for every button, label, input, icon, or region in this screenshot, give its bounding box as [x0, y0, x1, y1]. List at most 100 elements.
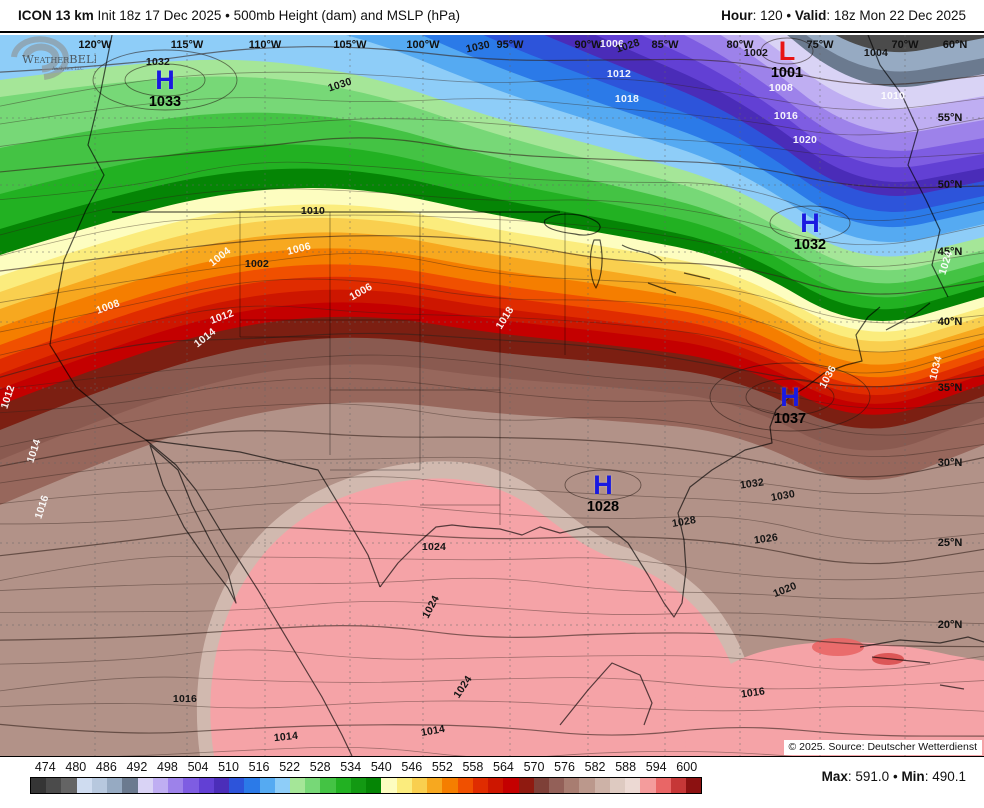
- colorbar-cell: [122, 778, 138, 793]
- colorbar-cell: [625, 778, 641, 793]
- high-pressure-marker: H 1037: [773, 381, 807, 427]
- colorbar-cell: [152, 778, 169, 793]
- colorbar-cell: [320, 778, 336, 793]
- header-mid-bullet: •: [782, 8, 795, 23]
- model-name: ICON 13 km: [18, 8, 94, 23]
- colorbar-cell: [91, 778, 108, 793]
- colorbar-cell: [213, 778, 230, 793]
- pressure-value: 1001: [770, 64, 804, 81]
- colorbar-cell: [76, 778, 92, 793]
- colorbar-cell: [472, 778, 489, 793]
- pressure-value: 1032: [793, 236, 827, 253]
- colorbar-cell: [381, 778, 397, 793]
- header-bar: ICON 13 km Init 18z 17 Dec 2025 • 500mb …: [0, 0, 984, 33]
- footer-bar: 474 480 486 492 498 504 510 516 522 528 534 540 546 5…: [0, 757, 984, 808]
- valid-colon: :: [826, 8, 834, 23]
- colorbar-cell: [503, 778, 519, 793]
- pressure-value: 1033: [148, 93, 182, 110]
- colorbar-cell: [594, 778, 610, 793]
- max-min-stats: Max: 591.0 • Min: 490.1: [822, 769, 966, 784]
- hour-label: Hour: [721, 8, 753, 23]
- pressure-value: 1028: [586, 498, 620, 515]
- colorbar-tick: 504: [187, 760, 209, 774]
- colorbar-cell: [533, 778, 549, 793]
- high-pressure-marker: H 1032: [793, 207, 827, 253]
- colorbar-cell: [274, 778, 290, 793]
- colorbar-cell: [244, 778, 260, 793]
- logo-text: WeatherBELL: [22, 52, 96, 66]
- stats-bullet: •: [889, 769, 902, 784]
- colorbar-tick: 582: [584, 760, 606, 774]
- forecast-map: 120°W 115°W 110°W 105°W 100°W 95°W 90°W 85°W 80°…: [0, 35, 984, 757]
- high-symbol: H: [800, 207, 820, 238]
- high-symbol: H: [780, 381, 800, 412]
- colorbar-tick: 552: [431, 760, 453, 774]
- map-canvas: [0, 35, 984, 756]
- colorbar-tick: 558: [462, 760, 484, 774]
- attribution: © 2025. Source: Deutscher Wetterdienst: [783, 740, 982, 755]
- colorbar-cell: [655, 778, 671, 793]
- colorbar-cell: [46, 778, 62, 793]
- field-name: 500mb Height (dam) and MSLP (hPa): [229, 8, 460, 23]
- colorbar-cell: [518, 778, 534, 793]
- hour-colon: :: [752, 8, 761, 23]
- colorbar-tick: 588: [615, 760, 637, 774]
- high-pressure-marker: H 1028: [586, 469, 620, 515]
- colorbar-tick: 534: [340, 760, 362, 774]
- colorbar-cell: [579, 778, 595, 793]
- colorbar-cell: [61, 778, 77, 793]
- colorbar-cell: [198, 778, 214, 793]
- colorbar-cell: [289, 778, 306, 793]
- colorbar-tick: 474: [34, 760, 56, 774]
- colorbar-cell: [366, 778, 382, 793]
- colorbar-cell: [335, 778, 351, 793]
- hour-value: 120: [760, 8, 783, 23]
- colorbar-cell: [31, 778, 47, 793]
- colorbar-cell: [411, 778, 428, 793]
- pressure-value: 1037: [773, 410, 807, 427]
- colorbar-cell: [564, 778, 580, 793]
- colorbar-cell: [686, 778, 702, 793]
- colorbar-cell: [107, 778, 123, 793]
- max-colon: :: [847, 769, 856, 784]
- colorbar-tick: 540: [370, 760, 392, 774]
- colorbar-scale: [30, 777, 702, 794]
- colorbar-tick: 564: [493, 760, 514, 774]
- colorbar-cell: [305, 778, 321, 793]
- colorbar-cell: [168, 778, 184, 793]
- valid-label: Valid: [794, 8, 827, 23]
- colorbar-cell: [183, 778, 199, 793]
- min-label: Min: [901, 769, 925, 784]
- colorbar-cell: [609, 778, 626, 793]
- colorbar-tick: 528: [309, 760, 331, 774]
- colorbar-cell: [396, 778, 412, 793]
- colorbar-cell: [427, 778, 443, 793]
- colorbar-cell: [442, 778, 458, 793]
- colorbar-tick: 594: [645, 760, 667, 774]
- min-value: 490.1: [932, 769, 966, 784]
- colorbar-cell: [259, 778, 275, 793]
- colorbar-tick: 546: [401, 760, 423, 774]
- colorbar-cell: [229, 778, 245, 793]
- colorbar-tick: 576: [554, 760, 575, 774]
- logo-subtext: Analytics LLC: [51, 66, 84, 72]
- header-right: Hour: 120 • Valid: 18z Mon 22 Dec 2025: [721, 8, 966, 23]
- max-label: Max: [821, 769, 848, 784]
- header-bullet: •: [225, 8, 230, 23]
- colorbar-tick: 492: [126, 760, 148, 774]
- high-symbol: H: [593, 469, 613, 500]
- colorbar-cell: [488, 778, 504, 793]
- low-symbol: L: [778, 35, 796, 66]
- colorbar-cell: [670, 778, 687, 793]
- high-symbol: H: [155, 64, 175, 95]
- colorbar-cell: [457, 778, 473, 793]
- valid-value: 18z Mon 22 Dec 2025: [833, 8, 966, 23]
- min-colon: :: [924, 769, 933, 784]
- colorbar-tick: 522: [279, 760, 301, 774]
- colorbar-cell: [350, 778, 367, 793]
- colorbar-tick: 510: [218, 760, 239, 774]
- colorbar: 474 480 486 492 498 504 510 516 522 528 534 540 546 5…: [30, 760, 702, 796]
- colorbar-tick: 498: [157, 760, 178, 774]
- weatherbell-logo: WeatherBELL Analytics LLC: [11, 36, 96, 80]
- colorbar-tick: 570: [523, 760, 545, 774]
